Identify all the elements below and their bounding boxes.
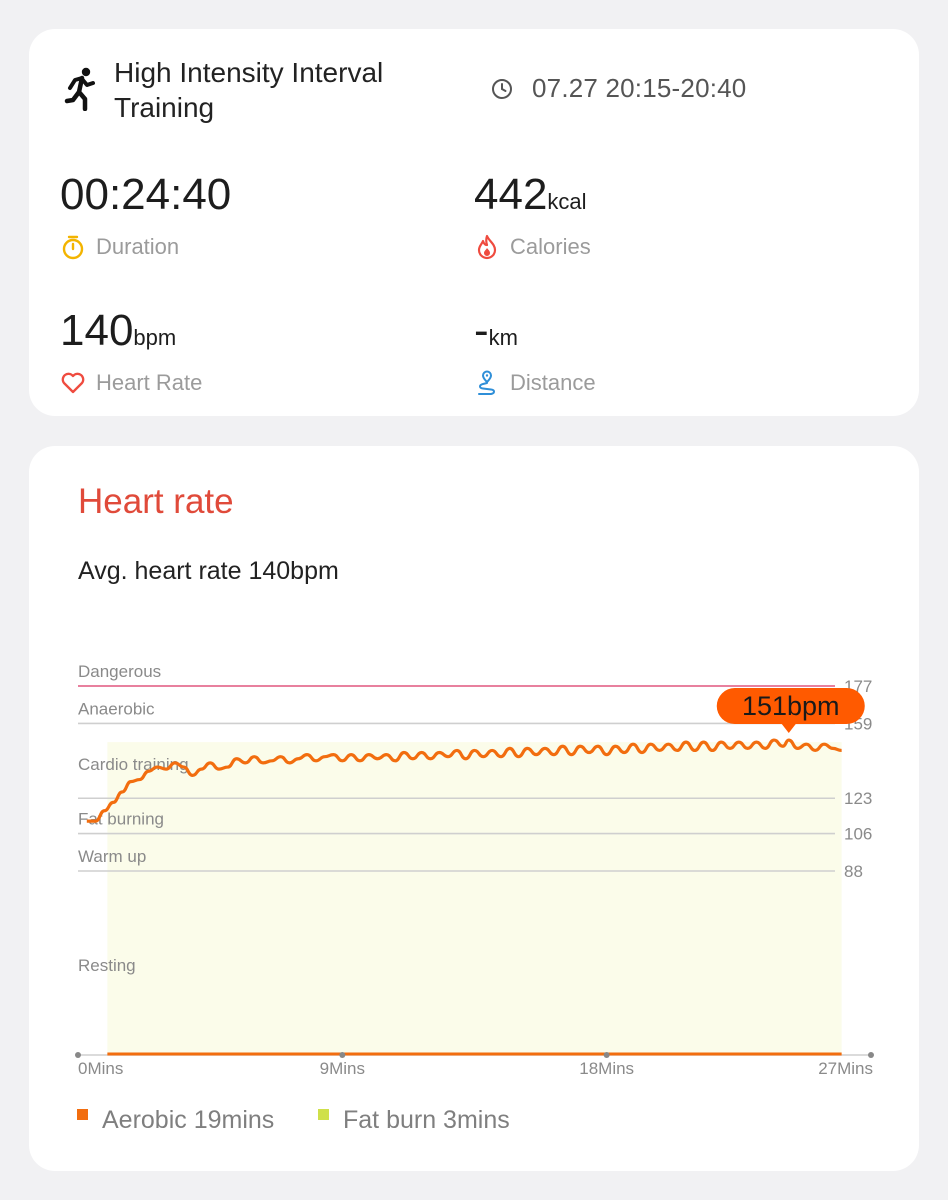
duration-label: Duration <box>96 234 180 259</box>
heart-rate-value: 140 <box>60 306 134 355</box>
peak-label: 151bpm <box>742 691 840 721</box>
heart-rate-unit: bpm <box>133 325 177 350</box>
zone-threshold-label-2: 123 <box>844 789 872 808</box>
distance-stat: -km Distance <box>474 307 596 396</box>
duration-value: 00:24:40 <box>60 170 232 219</box>
legend-label-fat-burn: Fat burn 3mins <box>343 1106 510 1134</box>
x-tick-dot-1 <box>339 1052 346 1058</box>
legend-label-aerobic: Aerobic 19mins <box>102 1106 275 1134</box>
x-tick-dot-0 <box>75 1052 81 1058</box>
workout-title: High Intensity Interval Training <box>114 57 384 123</box>
peak-bubble <box>716 688 865 725</box>
x-tick-label-1: 9Mins <box>320 1059 365 1078</box>
zone-name-label-1: Anaerobic <box>78 699 155 718</box>
heart-rate-section-title: Heart rate <box>78 482 234 521</box>
heart-rate-label: Heart Rate <box>96 370 203 395</box>
peak-bubble-pointer <box>781 724 796 734</box>
legend-swatch-aerobic <box>77 1109 88 1120</box>
x-tick-label-3: 27Mins <box>818 1059 873 1078</box>
legend-swatch-fat-burn <box>318 1109 329 1120</box>
heart-icon <box>61 372 85 394</box>
heart-rate-series-line <box>86 738 842 823</box>
zone-threshold-label-4: 88 <box>844 862 863 881</box>
heart-rate-card: Heart rate Avg. heart rate 140bpm 177 Dan… <box>29 446 919 1171</box>
route-pin-icon <box>478 370 495 395</box>
clock-icon <box>492 79 512 99</box>
duration-stat: 00:24:40 Duration <box>60 171 231 260</box>
zone-name-label-4: Warm up <box>78 847 146 866</box>
distance-value: - <box>474 306 489 355</box>
stopwatch-icon <box>62 235 84 260</box>
chart-area-fill <box>107 742 842 1055</box>
workout-time-range: 07.27 20:15-20:40 <box>532 73 747 103</box>
avg-heart-rate-text: Avg. heart rate 140bpm <box>78 557 339 585</box>
x-tick-dot-2 <box>603 1052 610 1058</box>
distance-label: Distance <box>510 370 596 395</box>
legend-item-aerobic: Aerobic 19mins <box>77 1106 274 1135</box>
calories-value: 442 <box>474 170 548 219</box>
x-tick-dot-3 <box>868 1052 874 1058</box>
calories-label: Calories <box>510 234 591 259</box>
calories-stat: 442kcal Calories <box>474 171 591 260</box>
running-person-icon <box>64 67 95 111</box>
calories-unit: kcal <box>547 189 587 214</box>
zone-threshold-label-3: 106 <box>844 825 872 844</box>
heart-rate-stat: 140bpm Heart Rate <box>60 307 202 396</box>
zone-name-label-0: Dangerous <box>78 662 161 681</box>
distance-unit: km <box>488 325 518 350</box>
workout-summary-card: High Intensity Interval Training 07.27 2… <box>29 29 919 416</box>
zone-name-label-5: Resting <box>78 956 136 975</box>
legend-item-fat-burn: Fat burn 3mins <box>318 1106 510 1135</box>
x-tick-label-0: 0Mins <box>78 1059 123 1078</box>
zone-name-label-3: Fat burning <box>78 810 164 829</box>
flame-icon <box>477 234 497 260</box>
x-tick-label-2: 18Mins <box>579 1059 634 1078</box>
